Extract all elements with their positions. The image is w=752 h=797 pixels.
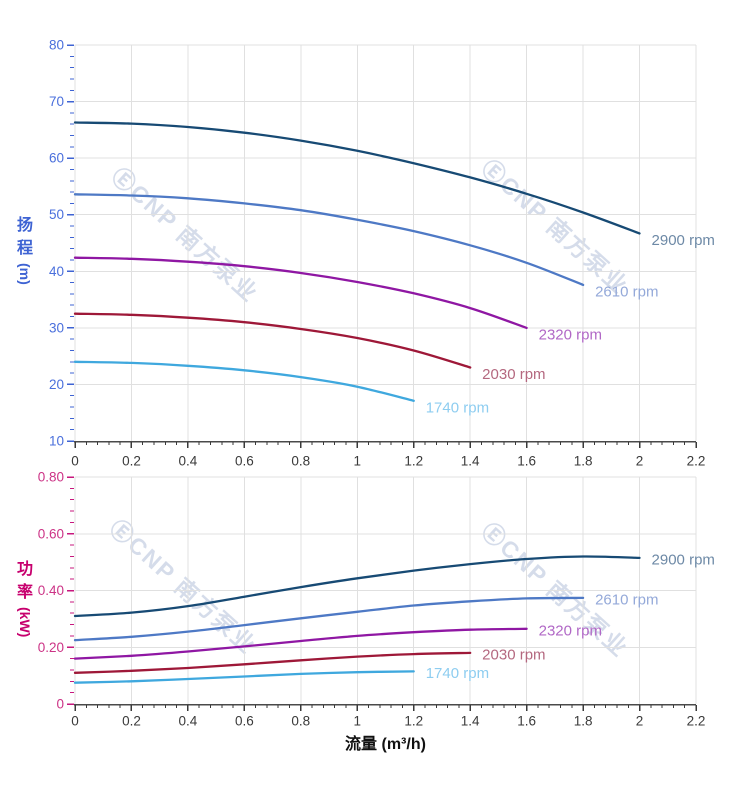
series-label-2900-rpm: 2900 rpm (652, 551, 715, 568)
x-tick-label: 2.2 (687, 714, 706, 729)
head-axis-unit: (m) (17, 263, 33, 285)
x-tick-label: 0.6 (235, 454, 254, 469)
x-tick-label: 1.2 (404, 714, 423, 729)
y-tick-label: 0.60 (38, 526, 64, 541)
x-tick-labels: 0 0.2 0.4 0.6 0.8 1 1.2 1.4 1.6 1.8 2 2.2 (71, 714, 705, 729)
curve-2030-rpm (73, 312, 472, 369)
x-tick-label: 0 (71, 454, 79, 469)
curve-2320-rpm (73, 627, 528, 660)
series-label-1740-rpm: 1740 rpm (426, 399, 489, 416)
flow-axis-title: 流量 (m³/h) (345, 736, 426, 753)
y-tick-label: 10 (49, 434, 64, 449)
x-tick-label: 1.6 (517, 714, 536, 729)
x-tick-label: 0.2 (122, 454, 141, 469)
head-axis-title: 扬 程 (m) (10, 214, 40, 285)
curve-2900-rpm (73, 555, 641, 618)
x-tick-label: 2.2 (687, 454, 706, 469)
x-tick-label: 0.2 (122, 714, 141, 729)
x-tick-label: 1 (354, 714, 362, 729)
gridlines (74, 476, 697, 704)
x-axis-ticks (74, 705, 697, 711)
y-tick-label: 40 (49, 264, 64, 279)
curve-2030-rpm (73, 651, 472, 674)
power-flow-chart: 0 0.2 0.4 0.6 0.8 1 1.2 1.4 1.6 1.8 2 2.200.200.400… (38, 470, 715, 729)
power-axis-title-char: 率 (16, 584, 33, 601)
series-label-2320-rpm: 2320 rpm (539, 622, 602, 639)
x-tick-label: 1 (354, 454, 362, 469)
y-tick-label: 80 (49, 38, 64, 53)
y-tick-label: 20 (49, 377, 64, 392)
y-tick-label: 50 (49, 207, 64, 222)
x-tick-label: 1.8 (574, 714, 593, 729)
x-tick-label: 0 (71, 714, 79, 729)
x-tick-label: 2 (636, 714, 644, 729)
gridlines (74, 44, 697, 441)
y-tick-labels: 0 0.20 0.40 0.60 0.80 (38, 470, 64, 712)
x-tick-label: 0.4 (179, 454, 198, 469)
y-tick-label: 0.40 (38, 583, 64, 598)
series-label-2030-rpm: 2030 rpm (482, 366, 545, 383)
head-flow-chart: 0 0.2 0.4 0.6 0.8 1 1.2 1.4 1.6 1.8 2 2.2 10 20 30 40 50… (49, 38, 715, 469)
curve-2900-rpm (73, 121, 641, 235)
series-label-2030-rpm: 2030 rpm (482, 646, 545, 663)
x-tick-label: 0.6 (235, 714, 254, 729)
series-label-2610-rpm: 2610 rpm (595, 591, 658, 608)
curve-2610-rpm (73, 596, 585, 642)
x-tick-label: 1.4 (461, 714, 480, 729)
series-label-1740-rpm: 1740 rpm (426, 665, 489, 682)
curve-1740-rpm (73, 360, 415, 402)
x-tick-label: 2 (636, 454, 644, 469)
y-tick-label: 0.80 (38, 470, 64, 485)
x-tick-label: 0.8 (291, 714, 310, 729)
x-tick-label: 1.2 (404, 454, 423, 469)
head-axis-title-char: 扬 (16, 217, 33, 234)
x-tick-labels: 0 0.2 0.4 0.6 0.8 1 1.2 1.4 1.6 1.8 2 2.2 (71, 454, 705, 469)
head-axis-title-char: 程 (16, 240, 33, 257)
x-axis-ticks (74, 442, 697, 448)
series-label-2320-rpm: 2320 rpm (539, 326, 602, 343)
y-tick-label: 0.20 (38, 640, 64, 655)
y-axis-ticks (67, 44, 74, 442)
series-label-2900-rpm: 2900 rpm (652, 232, 715, 249)
power-axis-title-char: 功 (16, 561, 33, 578)
y-tick-labels: 10 20 30 40 50 60 70 80 (49, 38, 64, 449)
x-tick-label: 0.4 (179, 714, 198, 729)
curve-2320-rpm (73, 256, 528, 330)
curve-1740-rpm (73, 670, 415, 684)
x-tick-label: 1.4 (461, 454, 480, 469)
y-tick-label: 60 (49, 151, 64, 166)
y-axis-ticks (67, 476, 74, 705)
curve-2610-rpm (73, 193, 585, 287)
x-tick-label: 1.6 (517, 454, 536, 469)
y-tick-label: 70 (49, 94, 64, 109)
y-tick-label: 0 (56, 697, 64, 712)
power-axis-title: 功 率 (kW) (10, 558, 40, 637)
series-label-2610-rpm: 2610 rpm (595, 283, 658, 300)
power-axis-unit: (kW) (17, 607, 33, 638)
y-tick-label: 30 (49, 320, 64, 335)
x-tick-label: 0.8 (291, 454, 310, 469)
x-tick-label: 1.8 (574, 454, 593, 469)
